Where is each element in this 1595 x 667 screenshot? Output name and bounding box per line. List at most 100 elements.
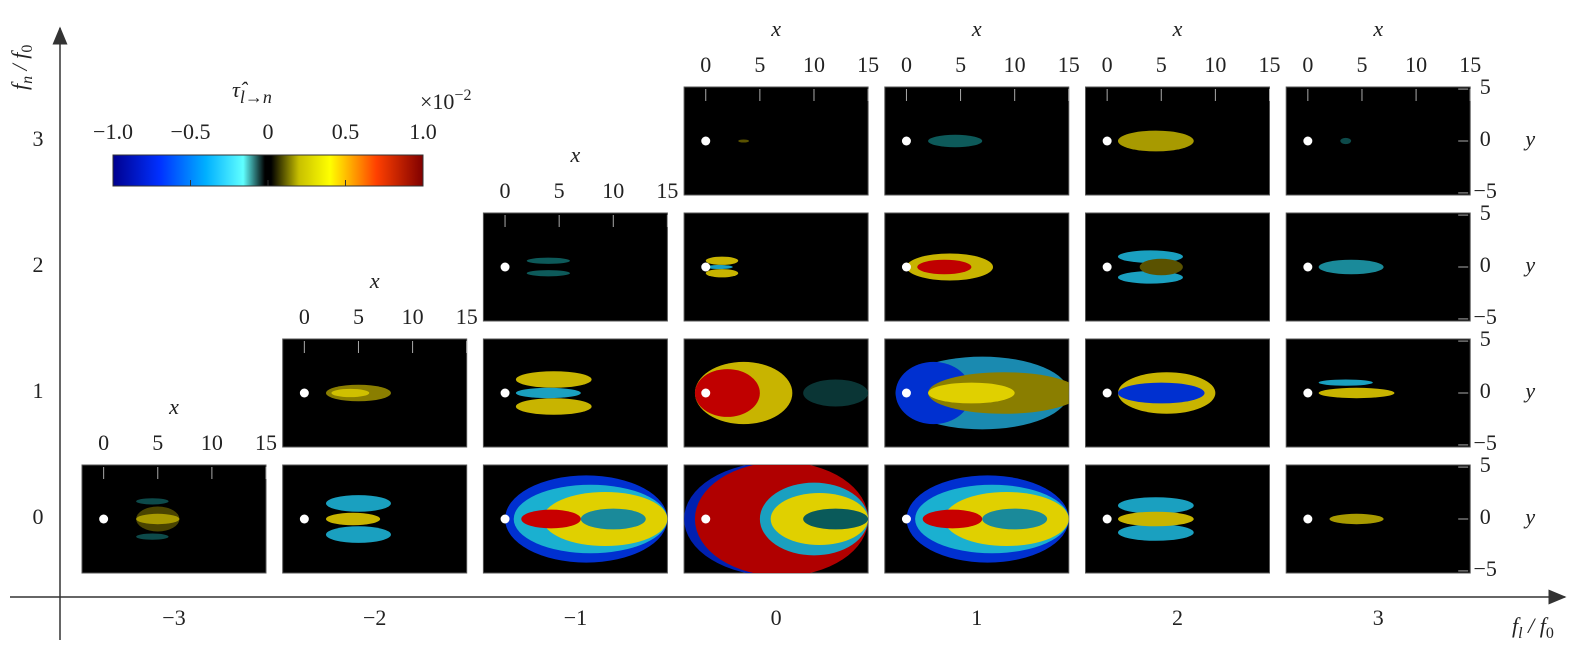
panel-x-tick-label: 10 <box>803 52 825 77</box>
contour <box>136 513 180 525</box>
panel-y-label: y <box>1523 126 1535 151</box>
panel-y-tick-label: −5 <box>1473 178 1496 203</box>
contour <box>1117 511 1194 527</box>
contour <box>1117 524 1194 541</box>
colorbar-scale: ×10−2 <box>420 87 471 114</box>
contour-field <box>1117 250 1183 284</box>
panel-x-tick-label: 15 <box>1459 52 1481 77</box>
contour <box>1318 259 1384 275</box>
panel-y-tick-label: 5 <box>1480 74 1491 99</box>
cylinder <box>701 388 711 398</box>
panel-x-tick-label: 10 <box>602 178 624 203</box>
scale-base: ×10 <box>420 89 454 114</box>
x-tick-label: −1 <box>564 605 587 630</box>
panel-x-tick-label: 15 <box>456 304 478 329</box>
scale-exponent: −2 <box>454 87 471 104</box>
panel-x-tick-label: 0 <box>901 52 912 77</box>
panel-x-label: x <box>570 142 581 167</box>
contour <box>705 256 739 265</box>
colorbar-tick-label: 0.5 <box>332 119 360 144</box>
panel-x-tick-label: 5 <box>152 430 163 455</box>
cylinder <box>299 388 309 398</box>
panel-x-label: x <box>971 16 982 41</box>
panel-y-tick-label: 0 <box>1480 252 1491 277</box>
panel-x-tick-label: 0 <box>98 430 109 455</box>
panel <box>683 86 869 196</box>
cylinder <box>901 514 911 524</box>
contour-field <box>136 498 180 540</box>
contour-field <box>1340 137 1352 145</box>
contour <box>1329 513 1384 525</box>
contour-field <box>694 361 869 425</box>
contour-field <box>1117 130 1194 152</box>
panel <box>1285 212 1471 322</box>
label-main: f <box>7 81 32 90</box>
label-sub: n <box>19 76 36 84</box>
contour-field <box>895 356 1069 430</box>
contour-field <box>1318 259 1384 275</box>
panel-y-tick-label: 5 <box>1480 326 1491 351</box>
contour <box>1318 387 1395 399</box>
contour <box>1117 497 1194 514</box>
panel-x-label: x <box>1172 16 1183 41</box>
contour <box>917 259 972 275</box>
contour <box>325 495 391 512</box>
contour <box>1139 258 1183 276</box>
panel-y-label: y <box>1523 504 1535 529</box>
cylinder <box>1102 514 1112 524</box>
contour-field <box>325 384 391 402</box>
panel-y-label: y <box>1523 252 1535 277</box>
contour <box>928 134 983 148</box>
cylinder <box>1303 136 1313 146</box>
panel-y-label: y <box>1523 378 1535 403</box>
cylinder <box>701 514 711 524</box>
cylinder <box>1303 262 1313 272</box>
cylinder <box>99 514 109 524</box>
contour <box>803 379 869 407</box>
panel-x-tick-label: 10 <box>1204 52 1226 77</box>
contour <box>1340 137 1352 145</box>
panel-y-tick-label: 0 <box>1480 126 1491 151</box>
contour <box>331 388 370 398</box>
panel-x-tick-label: 5 <box>1156 52 1167 77</box>
label-sep: / f <box>7 50 32 76</box>
panel-x-label: x <box>369 268 380 293</box>
panel-x-label: x <box>1372 16 1383 41</box>
x-tick-label: −2 <box>363 605 386 630</box>
colorbar-tick-label: −1.0 <box>93 119 133 144</box>
x-tick-label: 2 <box>1172 605 1183 630</box>
label-sub: 0 <box>1546 625 1554 642</box>
panel-x-tick-label: 0 <box>700 52 711 77</box>
panel-x-tick-label: 10 <box>402 304 424 329</box>
panel-x-tick-label: 5 <box>754 52 765 77</box>
panel-x-tick-label: 5 <box>955 52 966 77</box>
panel-y-tick-label: 0 <box>1480 504 1491 529</box>
cylinder <box>1102 262 1112 272</box>
contour <box>1318 379 1373 386</box>
cylinder <box>701 262 711 272</box>
panel-x-tick-label: 15 <box>656 178 678 203</box>
cylinder <box>901 136 911 146</box>
panel <box>482 212 668 322</box>
x-tick-label: 1 <box>971 605 982 630</box>
y-axis-label: fn / f0 <box>7 45 36 90</box>
label-sub: 0 <box>19 45 36 53</box>
contour-field <box>1329 513 1384 525</box>
contour-field <box>505 475 668 563</box>
cylinder <box>1102 388 1112 398</box>
contour-field <box>1117 497 1194 541</box>
label-sub: l→n <box>240 87 272 107</box>
cylinder <box>299 514 309 524</box>
contour <box>515 398 592 415</box>
panel-x-tick-label: 15 <box>1058 52 1080 77</box>
panel-y-tick-label: 5 <box>1480 200 1491 225</box>
colorbar-tick-label: −0.5 <box>171 119 211 144</box>
cylinder <box>1303 388 1313 398</box>
contour-field <box>705 256 739 278</box>
contour <box>705 269 739 278</box>
y-tick-label: 2 <box>33 252 44 277</box>
cylinder <box>500 262 510 272</box>
x-axis-label: fl / f0 <box>1512 613 1554 642</box>
